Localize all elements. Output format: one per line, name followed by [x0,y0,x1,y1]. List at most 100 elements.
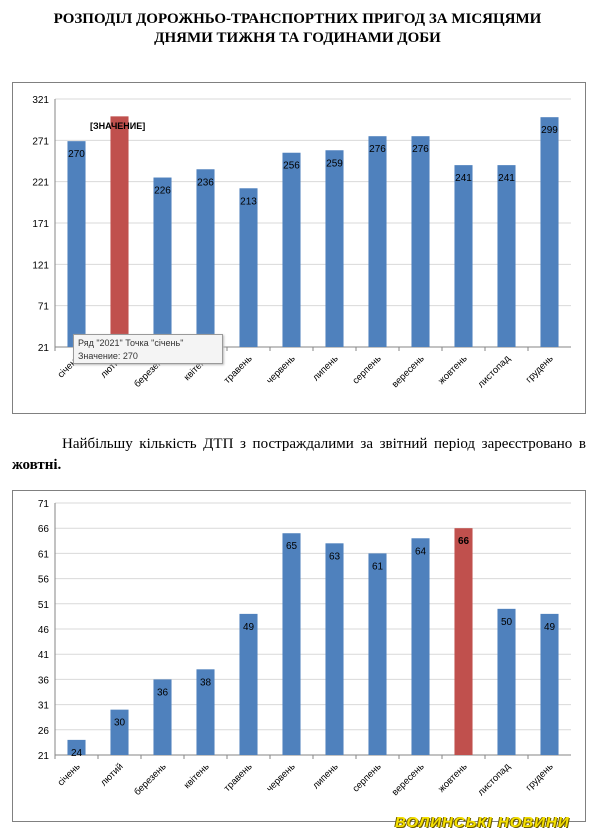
data-label: 64 [415,546,427,557]
bar [540,117,559,347]
category-label: листопад [476,761,513,798]
data-label: 226 [154,186,171,197]
bar [110,116,129,347]
category-label: травень [222,353,255,386]
category-label: травень [222,761,255,794]
data-label: 24 [71,748,83,759]
category-label: грудень [524,761,556,793]
bar [239,188,258,347]
y-tick-label: 31 [38,701,50,712]
y-tick-label: 36 [38,675,50,686]
bar [411,136,430,347]
data-label: 50 [501,617,513,628]
y-tick-label: 71 [38,302,50,313]
y-tick-label: 271 [32,136,49,147]
bar [540,613,559,755]
category-label: березень [132,761,169,798]
category-label: вересень [390,353,427,390]
category-label: грудень [524,353,556,385]
category-label: січень [56,761,83,788]
data-label: 270 [68,149,85,160]
data-label: 236 [197,177,214,188]
category-label: липень [311,761,341,791]
y-tick-label: 66 [38,524,50,535]
bar [67,739,86,755]
bar [282,152,301,347]
title-line-2: ДНЯМИ ТИЖНЯ ТА ГОДИНАМИ ДОБИ [154,30,441,46]
bar [239,613,258,755]
y-tick-label: 51 [38,600,50,611]
bar [282,533,301,755]
category-label: лютий [98,761,125,788]
bar [153,679,172,755]
bar [196,669,215,755]
data-label: 65 [286,541,298,552]
y-tick-label: 21 [38,343,50,354]
y-tick-label: 171 [32,219,49,230]
bar [497,165,516,347]
category-label: листопад [476,353,513,390]
y-tick-label: 46 [38,625,50,636]
page-title: РОЗПОДІЛ ДОРОЖНЬО-ТРАНСПОРТНИХ ПРИГОД ЗА… [0,10,595,48]
category-label: серпень [350,761,383,794]
tooltip-value: Значение: 270 [78,351,138,361]
y-tick-label: 41 [38,650,50,661]
data-label: 259 [326,158,343,169]
data-label: 299 [541,125,558,136]
title-line-1: РОЗПОДІЛ ДОРОЖНЬО-ТРАНСПОРТНИХ ПРИГОД ЗА… [53,11,542,27]
data-label: 38 [200,677,212,688]
y-tick-label: 56 [38,575,50,586]
data-label: 276 [369,144,386,155]
data-label: 49 [544,622,556,633]
bar [196,169,215,347]
data-label: 256 [283,161,300,172]
y-tick-label: 121 [32,260,49,271]
data-label: 63 [329,551,341,562]
bar [325,150,344,347]
data-label: 30 [114,718,126,729]
chart-svg-2: 21 26 31 36 41 46 51 56 61 66 71 24 січень 30 лютий 36 б… [38,499,571,798]
bar [67,141,86,347]
value-placeholder-label: [ЗНАЧЕНИЕ] [90,121,146,131]
summary-paragraph: Найбільшу кількість ДТП з постраждалими … [12,434,586,476]
watermark-logo: ВОЛИНСЬКІ НОВИНИ [395,814,570,831]
category-label: квітень [182,761,212,791]
bar [497,608,516,755]
chart-tooltip: Ряд "2021" Точка "січень" Значение: 270 [73,334,223,364]
category-label: червень [264,761,297,794]
y-tick-label: 71 [38,499,50,510]
data-label: 61 [372,561,384,572]
data-label: 241 [455,173,472,184]
data-label: 49 [243,622,255,633]
bar [110,709,129,755]
summary-text: Найбільшу кількість ДТП з постраждалими … [62,436,586,452]
category-label: червень [264,353,297,386]
category-label: вересень [390,761,427,798]
bar [368,136,387,347]
y-tick-label: 61 [38,549,50,560]
y-tick-label: 221 [32,178,49,189]
bar [411,538,430,755]
tooltip-series-point: Ряд "2021" Точка "січень" [78,338,184,348]
category-label: серпень [350,353,383,386]
y-tick-label: 21 [38,751,50,762]
monthly-accidents-chart: 21 71 121 171 221 271 321 270 січень лютий 226 бере… [12,82,586,414]
bar [325,543,344,755]
bar [454,165,473,347]
bar [153,177,172,347]
y-tick-label: 26 [38,726,50,737]
data-label: 66 [458,536,470,547]
data-label: 241 [498,173,515,184]
data-label: 213 [240,196,257,207]
data-label: 276 [412,144,429,155]
category-label: липень [311,353,341,383]
category-label: жовтень [436,353,469,386]
summary-bold-month: жовтні. [12,457,62,473]
monthly-injury-accidents-chart: 21 26 31 36 41 46 51 56 61 66 71 24 січень 30 лютий 36 б… [12,490,586,822]
y-tick-label: 321 [32,95,49,106]
data-label: 36 [157,687,169,698]
category-label: жовтень [436,761,469,794]
bar [454,528,473,755]
bar [368,553,387,755]
